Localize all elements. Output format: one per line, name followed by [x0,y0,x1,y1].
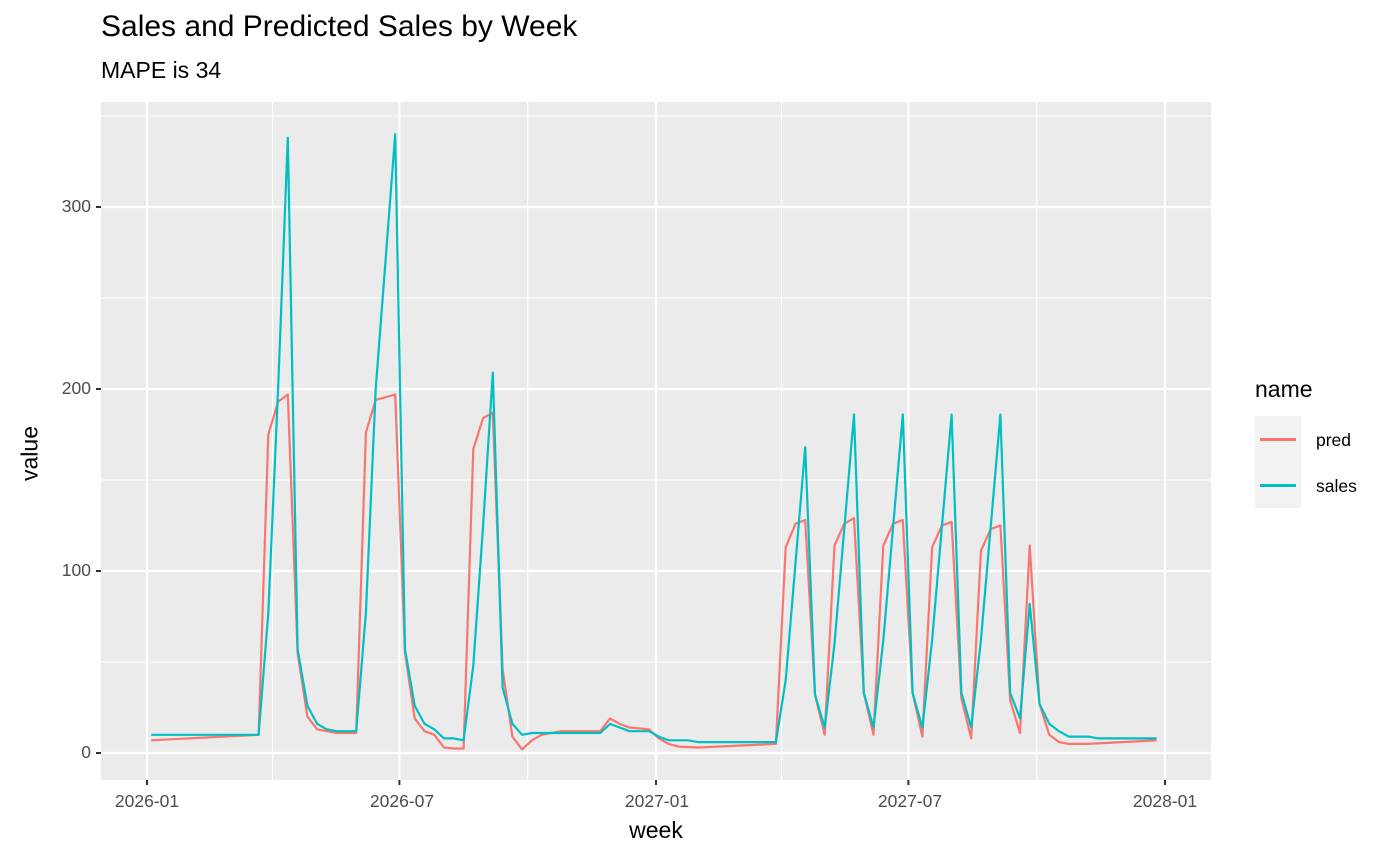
legend-key-sales [1255,462,1301,508]
x-tick-label: 2028-01 [1132,791,1198,811]
y-tick-label: 100 [61,560,91,580]
y-tick-label: 0 [81,742,91,762]
sales-line [151,133,1157,744]
legend-title: name [1255,376,1313,402]
x-axis-label: week [629,817,683,843]
sales-swatch-icon [1260,484,1296,487]
x-tick-label: 2027-07 [877,791,943,811]
legend-key-pred [1255,416,1301,462]
legend-label-sales: sales [1316,476,1357,496]
pred-swatch-icon [1260,438,1296,441]
legend-label-pred: pred [1316,430,1352,450]
axis-ticks [96,206,1166,785]
x-tick-label: 2027-01 [624,791,690,811]
chart-subtitle: MAPE is 34 [101,57,222,83]
pred-line [151,393,1157,751]
x-tick-label: 2026-07 [369,791,435,811]
y-tick-label: 200 [61,378,91,398]
chart-title: Sales and Predicted Sales by Week [101,10,578,43]
y-tick-label: 300 [61,196,91,216]
y-axis-label: value [16,426,43,481]
x-tick-label: 2026-01 [114,791,180,811]
